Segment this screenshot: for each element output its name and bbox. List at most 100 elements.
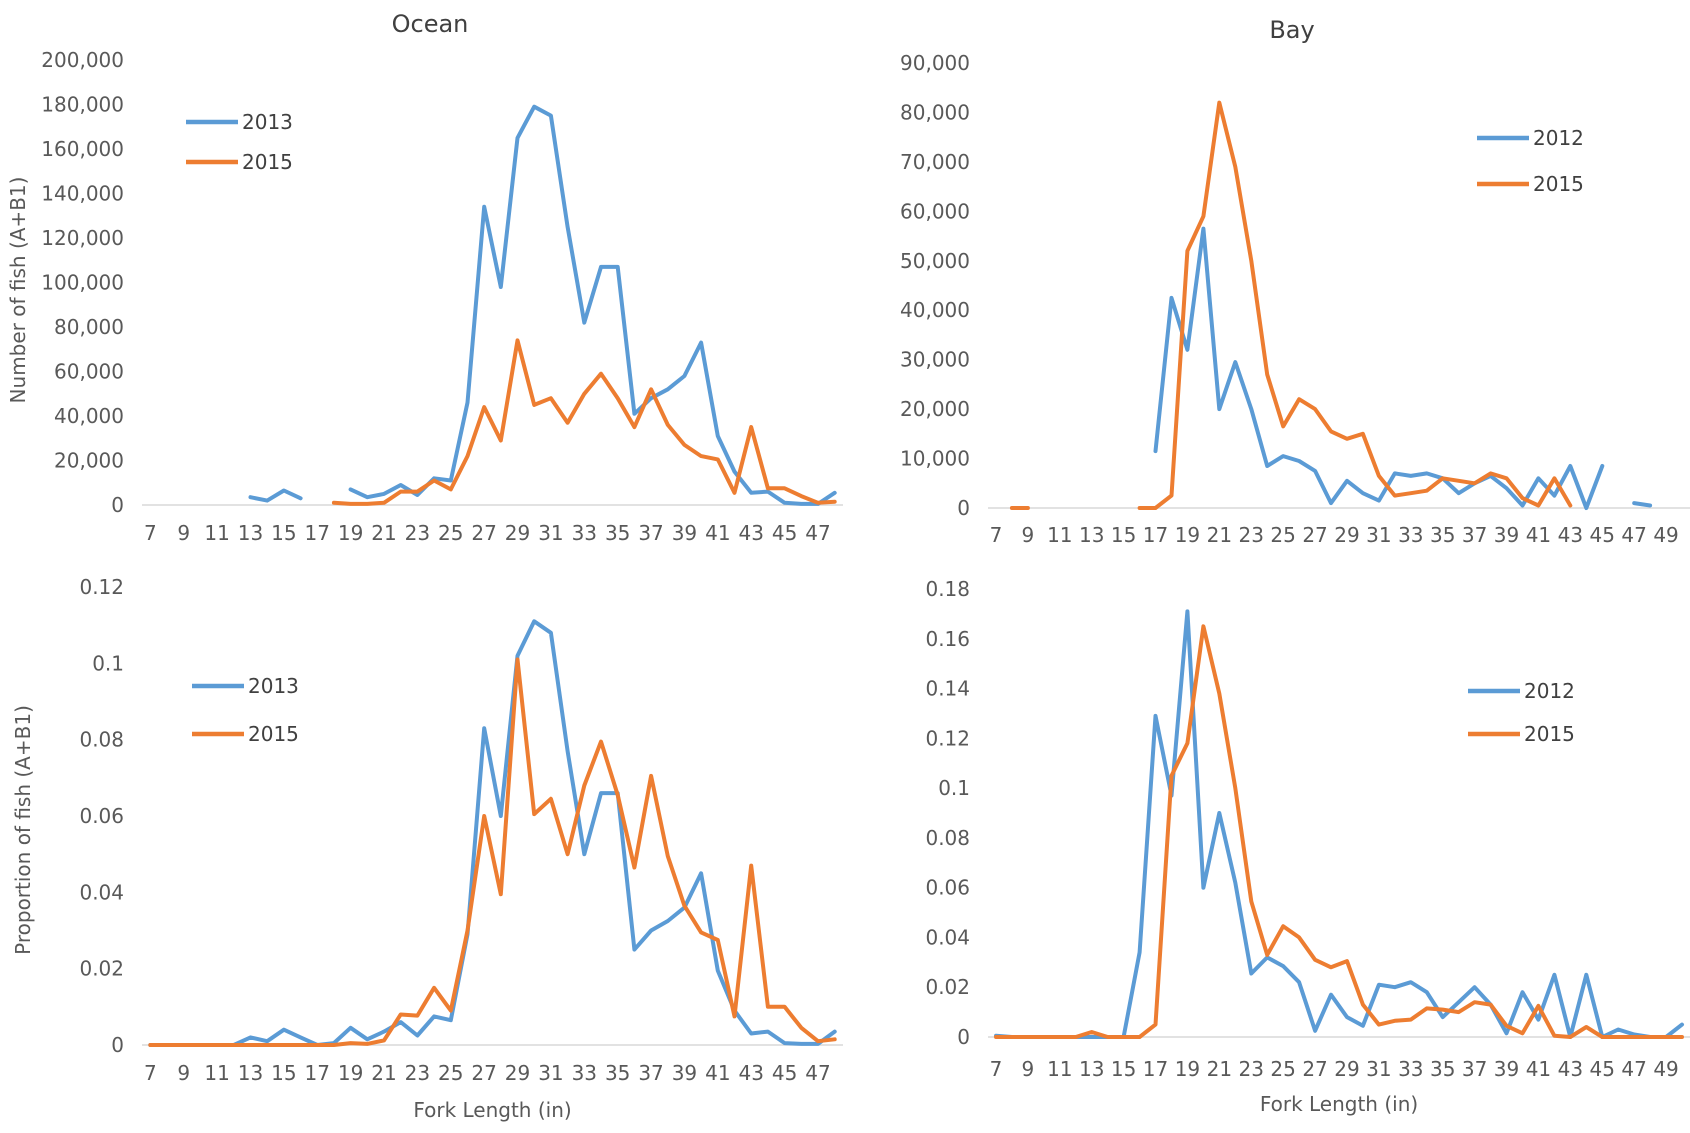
x-tick-label: 21 [371, 1061, 396, 1085]
y-tick-label: 80,000 [900, 100, 970, 124]
x-tick-label: 47 [1621, 1057, 1646, 1081]
x-tick-label: 9 [1022, 1057, 1035, 1081]
x-tick-label: 11 [1047, 1057, 1072, 1081]
x-axis-title: Fork Length (in) [1260, 1092, 1418, 1116]
x-tick-label: 29 [505, 521, 530, 545]
series-line-2015 [148, 657, 837, 1047]
x-tick-label: 7 [144, 1061, 157, 1085]
series-line-2015 [994, 624, 1684, 1039]
y-tick-label: 0.02 [79, 957, 124, 981]
x-tick-label: 27 [471, 521, 496, 545]
y-tick-label: 140,000 [41, 182, 124, 206]
x-tick-label: 45 [1590, 1057, 1615, 1081]
series-2012 [994, 609, 1684, 1039]
x-tick-label: 23 [1239, 523, 1264, 547]
series-2013 [148, 619, 837, 1047]
x-tick-label: 11 [204, 1061, 229, 1085]
x-tick-label: 11 [204, 521, 229, 545]
y-tick-label: 0 [957, 496, 970, 520]
y-tick-label: 120,000 [41, 226, 124, 250]
x-tick-label: 45 [1590, 523, 1615, 547]
chart-panel-1: 0 20,000 40,000 60,000 80,000 100,000 120,000 1… [6, 10, 843, 545]
y-axis-title: Number of fish (A+B1) [6, 177, 30, 404]
legend-label: 2015 [248, 722, 299, 746]
y-tick-label: 0.12 [79, 575, 124, 599]
x-tick-label: 25 [438, 1061, 463, 1085]
y-tick-label: 0 [957, 1025, 970, 1049]
x-tick-label: 25 [1270, 523, 1295, 547]
y-tick-label: 60,000 [900, 199, 970, 223]
x-tick-label: 43 [738, 1061, 763, 1085]
x-tick-label: 19 [338, 1061, 363, 1085]
y-tick-label: 70,000 [900, 150, 970, 174]
x-tick-label: 9 [177, 1061, 190, 1085]
x-tick-label: 23 [1239, 1057, 1264, 1081]
x-tick-label: 39 [672, 1061, 697, 1085]
x-tick-label: 35 [1430, 1057, 1455, 1081]
y-tick-label: 60,000 [54, 360, 124, 384]
x-tick-label: 27 [1302, 1057, 1327, 1081]
x-tick-label: 43 [1558, 1057, 1583, 1081]
x-tick-label: 19 [338, 521, 363, 545]
x-tick-label: 17 [305, 521, 330, 545]
y-tick-label: 0.1 [92, 651, 124, 675]
y-tick-label: 0.08 [925, 826, 970, 850]
y-tick-label: 40,000 [900, 298, 970, 322]
y-axis-title: Proportion of fish (A+B1) [11, 705, 35, 955]
x-tick-label: 33 [572, 521, 597, 545]
x-tick-label: 37 [1462, 1057, 1487, 1081]
legend-label: 2013 [248, 674, 299, 698]
x-tick-label: 31 [1366, 523, 1391, 547]
series-2015 [1009, 100, 1573, 510]
x-tick-label: 13 [1079, 523, 1104, 547]
y-tick-label: 50,000 [900, 249, 970, 273]
x-axis-title: Fork Length (in) [413, 1098, 571, 1122]
x-tick-label: 17 [1143, 523, 1168, 547]
x-tick-label: 35 [605, 521, 630, 545]
chart-panel-3: 0 0.02 0.04 0.06 0.08 0.1 0.12 7 9 11 13 15 17 19 21 23… [11, 575, 843, 1122]
series-line-2013 [148, 619, 837, 1047]
y-tick-label: 20,000 [54, 449, 124, 473]
y-tick-label: 0.16 [925, 627, 970, 651]
series-line-2013 [348, 104, 837, 506]
x-tick-label: 35 [605, 1061, 630, 1085]
y-tick-label: 0.04 [79, 880, 124, 904]
y-tick-label: 40,000 [54, 404, 124, 428]
x-tick-label: 45 [772, 521, 797, 545]
x-tick-label: 33 [1398, 523, 1423, 547]
x-tick-label: 7 [990, 1057, 1003, 1081]
x-tick-label: 41 [1526, 1057, 1551, 1081]
y-tick-label: 160,000 [41, 137, 124, 161]
series-2015 [331, 338, 837, 506]
x-tick-label: 13 [238, 1061, 263, 1085]
y-tick-label: 0.1 [938, 776, 970, 800]
chart-panel-4: 0 0.02 0.04 0.06 0.08 0.1 0.12 0.14 0.16 0.18 7 9 11… [925, 577, 1690, 1116]
legend-label: 2012 [1524, 679, 1575, 703]
chart-title: Ocean [392, 10, 469, 38]
x-tick-label: 39 [672, 521, 697, 545]
legend-label: 2013 [242, 110, 293, 134]
series-line-2012 [1632, 501, 1653, 508]
series-line-2013 [248, 488, 303, 503]
x-tick-label: 23 [405, 521, 430, 545]
x-tick-label: 37 [638, 521, 663, 545]
chart-title: Bay [1269, 16, 1314, 44]
x-tick-label: 15 [271, 1061, 296, 1085]
legend-label: 2015 [242, 150, 293, 174]
x-tick-label: 45 [772, 1061, 797, 1085]
x-tick-label: 13 [1079, 1057, 1104, 1081]
x-tick-label: 31 [538, 1061, 563, 1085]
x-tick-label: 17 [305, 1061, 330, 1085]
x-tick-label: 47 [1621, 523, 1646, 547]
x-tick-label: 7 [990, 523, 1003, 547]
x-tick-label: 21 [1207, 1057, 1232, 1081]
x-tick-label: 19 [1175, 523, 1200, 547]
x-tick-label: 15 [271, 521, 296, 545]
y-tick-label: 0.02 [925, 975, 970, 999]
series-2015 [994, 624, 1684, 1039]
x-tick-label: 41 [705, 1061, 730, 1085]
x-tick-label: 11 [1047, 523, 1072, 547]
x-tick-label: 15 [1111, 1057, 1136, 1081]
x-tick-label: 9 [1022, 523, 1035, 547]
x-tick-label: 19 [1175, 1057, 1200, 1081]
